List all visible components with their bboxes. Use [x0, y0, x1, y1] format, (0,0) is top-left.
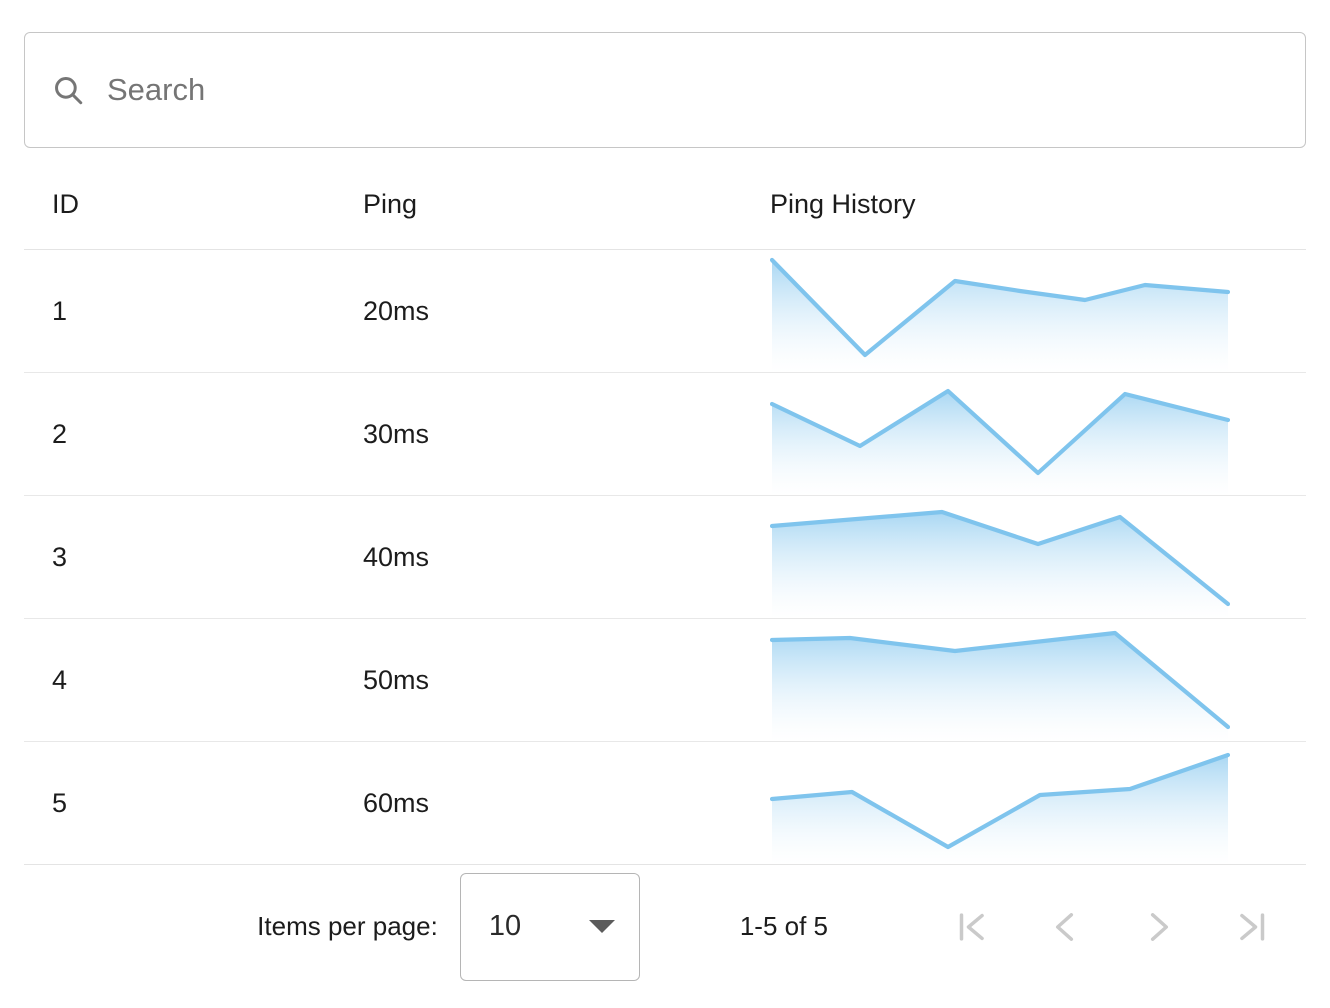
previous-page-button[interactable]	[1018, 880, 1112, 974]
cell-ping-history	[766, 496, 1306, 618]
column-header-id-label: ID	[52, 189, 79, 219]
cell-id-value: 3	[52, 541, 68, 572]
cell-id-value: 1	[52, 295, 68, 326]
table-row[interactable]: 1 20ms	[24, 250, 1306, 373]
cell-ping-value: 30ms	[363, 418, 430, 449]
cell-ping: 20ms	[363, 296, 766, 327]
last-page-button[interactable]	[1206, 880, 1300, 974]
paginator: Items per page: 10 1-5 of 5	[24, 869, 1306, 984]
column-header-id[interactable]: ID	[24, 189, 363, 220]
cell-ping-value: 60ms	[363, 787, 430, 818]
cell-ping-value: 50ms	[363, 664, 430, 695]
cell-ping: 50ms	[363, 665, 766, 696]
sparkline-chart	[770, 619, 1230, 741]
cell-id: 2	[24, 419, 363, 450]
column-header-ping-history-label: Ping History	[770, 189, 916, 219]
first-page-icon	[959, 912, 984, 941]
items-per-page-label: Items per page:	[257, 911, 438, 941]
sparkline-chart	[770, 496, 1230, 618]
last-page-icon	[1240, 912, 1265, 941]
column-header-ping[interactable]: Ping	[363, 189, 766, 220]
column-header-ping-label: Ping	[363, 189, 418, 219]
search-icon	[55, 77, 83, 105]
cell-ping: 60ms	[363, 788, 766, 819]
cell-ping: 30ms	[363, 419, 766, 450]
page-size-select[interactable]: 10	[459, 872, 640, 981]
table-header-row: ID Ping Ping History	[24, 160, 1306, 250]
cell-ping-history	[766, 250, 1306, 372]
table-row[interactable]: 2 30ms	[24, 373, 1306, 496]
cell-id: 3	[24, 542, 363, 573]
chevron-down-icon	[588, 920, 615, 933]
cell-ping-history	[766, 619, 1306, 741]
table-row[interactable]: 3 40ms	[24, 496, 1306, 619]
first-page-button[interactable]	[924, 880, 1018, 974]
sparkline-chart	[770, 742, 1230, 864]
cell-id: 4	[24, 665, 363, 696]
cell-id-value: 4	[52, 664, 68, 695]
cell-ping-history	[766, 742, 1306, 864]
cell-ping: 40ms	[363, 542, 766, 573]
chevron-right-icon	[1150, 912, 1169, 941]
pagination-range-label: 1-5 of 5	[739, 911, 828, 941]
cell-ping-value: 20ms	[363, 295, 430, 326]
next-page-button[interactable]	[1112, 880, 1206, 974]
cell-ping-value: 40ms	[363, 541, 430, 572]
sparkline-chart	[770, 373, 1230, 495]
cell-id-value: 2	[52, 418, 68, 449]
search-field[interactable]	[24, 32, 1306, 148]
cell-id: 5	[24, 788, 363, 819]
ping-table: ID Ping Ping History 1 20ms	[24, 160, 1306, 865]
search-input[interactable]	[107, 71, 1279, 109]
column-header-ping-history[interactable]: Ping History	[766, 160, 1306, 249]
pagination-nav-buttons	[924, 880, 1300, 974]
sparkline-chart	[770, 250, 1230, 372]
cell-ping-history	[766, 373, 1306, 495]
cell-id-value: 5	[52, 787, 68, 818]
table-row[interactable]: 4 50ms	[24, 619, 1306, 742]
page-size-value: 10	[488, 910, 522, 942]
cell-id: 1	[24, 296, 363, 327]
chevron-left-icon	[1055, 912, 1074, 941]
table-row[interactable]: 5 60ms	[24, 742, 1306, 865]
